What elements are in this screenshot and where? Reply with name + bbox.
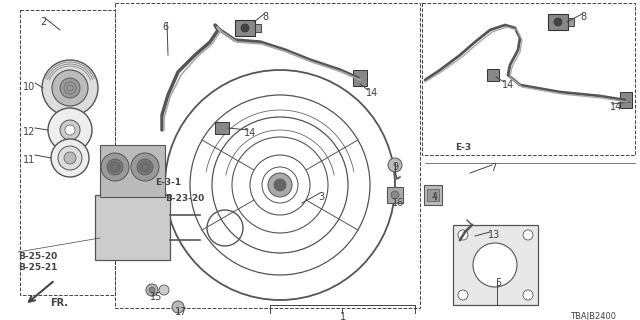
Circle shape bbox=[473, 243, 517, 287]
Text: 13: 13 bbox=[488, 230, 500, 240]
Bar bbox=[568, 18, 574, 26]
Circle shape bbox=[48, 108, 92, 152]
Text: 4: 4 bbox=[432, 192, 438, 202]
Text: 3: 3 bbox=[318, 192, 324, 202]
Circle shape bbox=[42, 60, 98, 116]
Circle shape bbox=[60, 78, 80, 98]
Circle shape bbox=[60, 120, 80, 140]
Circle shape bbox=[172, 301, 184, 313]
Bar bbox=[422, 3, 635, 155]
Text: FR.: FR. bbox=[50, 298, 68, 308]
Circle shape bbox=[65, 125, 75, 135]
Text: 14: 14 bbox=[244, 128, 256, 138]
Text: B-25-21: B-25-21 bbox=[18, 263, 58, 272]
Circle shape bbox=[101, 153, 129, 181]
Text: 17: 17 bbox=[175, 307, 188, 317]
Bar bbox=[453, 225, 538, 305]
Circle shape bbox=[137, 159, 153, 175]
Text: 8: 8 bbox=[580, 12, 586, 22]
Bar bbox=[235, 20, 255, 36]
Text: 5: 5 bbox=[495, 278, 501, 288]
Text: 1: 1 bbox=[340, 312, 346, 320]
Bar bbox=[424, 185, 442, 205]
Bar bbox=[255, 24, 261, 32]
Bar bbox=[620, 92, 632, 108]
Circle shape bbox=[523, 230, 533, 240]
Text: B-25-20: B-25-20 bbox=[18, 252, 57, 261]
Circle shape bbox=[51, 139, 89, 177]
Bar bbox=[100, 145, 165, 197]
Text: E-3: E-3 bbox=[455, 143, 471, 152]
Text: 14: 14 bbox=[366, 88, 378, 98]
Bar bbox=[215, 122, 229, 134]
Bar bbox=[353, 70, 367, 86]
Text: 15: 15 bbox=[150, 292, 163, 302]
Text: 11: 11 bbox=[23, 155, 35, 165]
Circle shape bbox=[241, 24, 249, 32]
Circle shape bbox=[107, 159, 123, 175]
Circle shape bbox=[458, 230, 468, 240]
Text: 8: 8 bbox=[262, 12, 268, 22]
Circle shape bbox=[149, 287, 155, 293]
Circle shape bbox=[58, 146, 82, 170]
Circle shape bbox=[554, 18, 562, 26]
Circle shape bbox=[146, 284, 158, 296]
Bar bbox=[95, 195, 170, 260]
Circle shape bbox=[274, 179, 286, 191]
Circle shape bbox=[388, 158, 402, 172]
Text: TBAJB2400: TBAJB2400 bbox=[570, 312, 616, 320]
Text: 16: 16 bbox=[392, 198, 404, 208]
Text: 9: 9 bbox=[392, 162, 398, 172]
Circle shape bbox=[268, 173, 292, 197]
Text: 2: 2 bbox=[40, 17, 46, 27]
Text: B-23-20: B-23-20 bbox=[165, 194, 204, 203]
Text: 14: 14 bbox=[610, 102, 622, 112]
Bar bbox=[427, 189, 439, 201]
Text: 10: 10 bbox=[23, 82, 35, 92]
Text: E-3-1: E-3-1 bbox=[155, 178, 181, 187]
Bar bbox=[548, 14, 568, 30]
Circle shape bbox=[52, 70, 88, 106]
Bar bbox=[20, 10, 115, 295]
Circle shape bbox=[159, 285, 169, 295]
Bar bbox=[387, 187, 403, 203]
Text: 12: 12 bbox=[23, 127, 35, 137]
Circle shape bbox=[131, 153, 159, 181]
Text: 7: 7 bbox=[490, 163, 496, 173]
Bar bbox=[115, 3, 420, 308]
Circle shape bbox=[523, 290, 533, 300]
Text: 6: 6 bbox=[162, 22, 168, 32]
Circle shape bbox=[64, 152, 76, 164]
Circle shape bbox=[458, 290, 468, 300]
Bar bbox=[487, 69, 499, 81]
Text: 14: 14 bbox=[502, 80, 515, 90]
Circle shape bbox=[391, 191, 399, 199]
